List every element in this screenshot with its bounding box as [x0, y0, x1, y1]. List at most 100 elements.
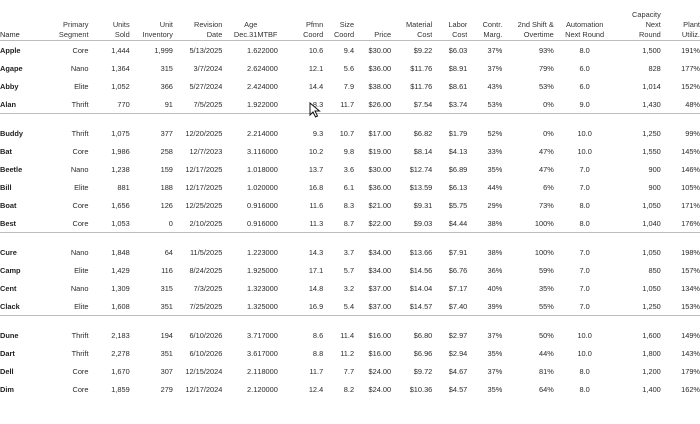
table-row[interactable]: Dune Thrift 2,183 194 6/10/2026 3.7 17000 8.6 11… [0, 326, 700, 344]
cell-units-sold: 1,656 [111, 200, 130, 210]
cell-revision-date: 12/17/2025 [185, 182, 223, 192]
cell-capacity: 1,050 [642, 247, 661, 257]
cell-second-shift: 35% [538, 283, 554, 293]
table-row[interactable]: Bat Core 1,986 258 12/7/2023 3.1 16000 10.2 9.8 $… [0, 142, 700, 160]
col-header-second-shift[interactable]: 2nd Shift & Overtime [502, 0, 554, 41]
cell-material-cost: $7.54 [413, 99, 433, 109]
cell-revision-date: 3/7/2024 [193, 63, 223, 73]
cell-unit-inventory: 126 [160, 200, 173, 210]
cell-units-sold: 1,848 [111, 247, 130, 257]
col-header-age[interactable]: Age Dec.31 [222, 0, 258, 41]
cell-material-cost: $9.03 [413, 218, 433, 228]
table-row[interactable]: Apple Core 1,444 1,999 5/13/2025 1.6 22000 10.6… [0, 41, 700, 60]
cell-material-cost: $11.76 [410, 81, 433, 91]
table-row[interactable]: Cure Nano 1,848 64 11/5/2025 1.2 23000 14.3 3.7 $… [0, 243, 700, 261]
cell-units-sold: 1,670 [111, 366, 130, 376]
table-row[interactable]: Best Core 1,053 0 2/10/2025 0.9 16000 11.3 8.7 $2… [0, 214, 700, 233]
cell-plant-util: 143% [681, 348, 700, 358]
cell-price: $19.00 [368, 146, 392, 156]
cell-segment: Elite [74, 301, 89, 311]
table-row[interactable]: Buddy Thrift 1,075 377 12/20/2025 2.2 14000 9.3… [0, 124, 700, 142]
col-header-units-sold[interactable]: Units Sold [88, 0, 130, 41]
table-row[interactable]: Agape Nano 1,364 315 3/7/2024 2.6 24000 12.1 5.6… [0, 59, 700, 77]
cell-size: 8.2 [343, 384, 355, 394]
cell-name: Abby [0, 81, 19, 91]
col-header-revision-date[interactable]: Revision Date [172, 0, 223, 41]
cell-labor-cost: $3.74 [448, 99, 468, 109]
table-row[interactable]: Dell Core 1,670 307 12/15/2024 2.1 18000 11.7 7.… [0, 362, 700, 380]
cell-material-cost: $14.57 [409, 301, 433, 311]
cell-automation: 10.0 [577, 146, 592, 156]
col-header-automation[interactable]: Automation Next Round [553, 0, 616, 41]
cell-age: 2.6 [247, 63, 258, 73]
col-header-capacity[interactable]: Capacity Next Round [615, 0, 661, 41]
cell-mtbf: 22000 [257, 99, 278, 109]
col-header-segment[interactable]: Primary Segment [47, 0, 89, 41]
cell-mtbf: 22000 [257, 45, 278, 55]
table-row[interactable]: Boat Core 1,656 126 12/25/2025 0.9 16000 11.6 8.… [0, 196, 700, 214]
cell-capacity: 1,014 [642, 81, 661, 91]
cell-material-cost: $9.72 [413, 366, 433, 376]
table-row[interactable]: Cent Nano 1,309 315 7/3/2025 1.3 23000 14.8 3.2 $… [0, 279, 700, 297]
cell-pfmn: 10.2 [308, 146, 324, 156]
col-header-labor-cost[interactable]: Labor Cost [432, 0, 468, 41]
cell-units-sold: 1,986 [111, 146, 130, 156]
table-row[interactable]: Beetle Nano 1,238 159 12/17/2025 1.0 18000 13.7… [0, 160, 700, 178]
cell-revision-date: 12/7/2023 [189, 146, 223, 156]
col-header-unit-inventory[interactable]: Unit Inventory [129, 0, 173, 41]
col-header-price[interactable]: Price [354, 0, 392, 41]
table-row[interactable]: Camp Elite 1,429 116 8/24/2025 1.9 25000 17.1 5.… [0, 261, 700, 279]
cell-age: 1.0 [247, 182, 258, 192]
col-header-mtbf[interactable]: MTBF [257, 0, 289, 41]
cell-units-sold: 1,238 [111, 164, 130, 174]
group-separator [0, 315, 700, 326]
table-row[interactable]: Clack Elite 1,608 351 7/25/2025 1.3 25000 16.9 5… [0, 297, 700, 316]
col-header-contr-marg[interactable]: Contr. Marg. [467, 0, 503, 41]
cell-mtbf: 18000 [257, 366, 278, 376]
cell-second-shift: 44% [538, 348, 554, 358]
cell-revision-date: 6/10/2026 [189, 330, 223, 340]
cell-unit-inventory: 1,999 [154, 45, 173, 55]
col-header-name[interactable]: Name [0, 0, 48, 41]
cell-revision-date: 11/5/2025 [189, 247, 223, 257]
cell-age: 1.0 [247, 164, 258, 174]
cell-revision-date: 12/25/2025 [185, 200, 223, 210]
cell-second-shift: 50% [538, 330, 554, 340]
cell-automation: 7.0 [579, 301, 590, 311]
cell-size: 5.4 [343, 301, 355, 311]
cell-pfmn: 11.6 [309, 200, 324, 210]
col-header-plant-util[interactable]: Plant Utiliz. [660, 0, 700, 41]
cell-labor-cost: $2.97 [448, 330, 468, 340]
cell-name: Alan [0, 99, 17, 109]
cell-capacity: 1,050 [642, 200, 661, 210]
col-header-size[interactable]: Size Coord [323, 0, 355, 41]
cell-pfmn: 11.3 [309, 218, 324, 228]
cell-second-shift: 93% [538, 45, 554, 55]
cell-labor-cost: $8.61 [448, 81, 468, 91]
group-separator [0, 232, 700, 243]
cell-pfmn: 8.3 [312, 99, 324, 109]
col-header-material-cost[interactable]: Material Cost [391, 0, 433, 41]
cell-age: 1.2 [247, 247, 258, 257]
cell-name: Agape [0, 63, 23, 73]
cell-capacity: 850 [648, 265, 661, 275]
cell-units-sold: 1,075 [111, 128, 130, 138]
cell-size: 11.4 [340, 330, 355, 340]
cell-material-cost: $12.74 [409, 164, 433, 174]
table-row[interactable]: Dim Core 1,859 279 12/17/2024 2.1 20000 12.4 8.2… [0, 380, 700, 398]
cell-contr-marg: 37% [487, 45, 503, 55]
table-row[interactable]: Alan Thrift 770 91 7/5/2025 1.9 22000 8.3 11.7 $2… [0, 95, 700, 114]
cell-price: $37.00 [368, 283, 392, 293]
cell-pfmn: 14.3 [308, 247, 324, 257]
cell-material-cost: $14.04 [409, 283, 433, 293]
table-row[interactable]: Dart Thrift 2,278 351 6/10/2026 3.6 17000 8.8 11… [0, 344, 700, 362]
cell-pfmn: 9.3 [312, 128, 324, 138]
cell-age: 2.1 [247, 366, 258, 376]
cell-segment: Thrift [71, 99, 89, 109]
cell-name: Cure [0, 247, 17, 257]
cell-capacity: 1,800 [642, 348, 661, 358]
col-header-pfmn[interactable]: Pfmn Coord [288, 0, 324, 41]
table-row[interactable]: Bill Elite 881 188 12/17/2025 1.0 20000 16.8 6.1… [0, 178, 700, 196]
table-row[interactable]: Abby Elite 1,052 366 5/27/2024 2.4 24000 14.4 7.… [0, 77, 700, 95]
cell-size: 5.7 [343, 265, 355, 275]
